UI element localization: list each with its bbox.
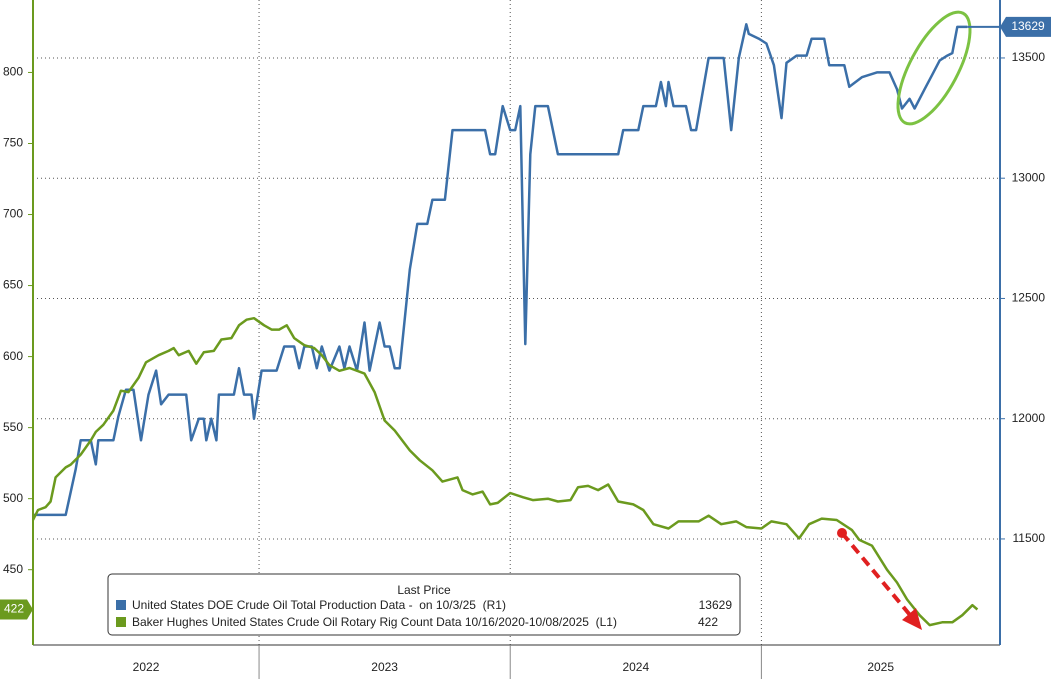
- y-tick-label: 550: [3, 420, 23, 434]
- y-tick-label: 800: [3, 65, 23, 79]
- x-tick-label: 2022: [133, 660, 160, 674]
- last-value-label: 13629: [1011, 19, 1045, 33]
- y2-tick-label: 11500: [1013, 531, 1046, 545]
- y2-tick-label: 12000: [1012, 411, 1046, 425]
- legend-box: [107, 573, 741, 636]
- last-value-tag: [0, 599, 33, 620]
- x-tick-label: 2023: [371, 660, 398, 674]
- legend-swatch: [116, 617, 126, 627]
- legend-value: 13629: [699, 598, 733, 612]
- legend-label: Baker Hughes United States Crude Oil Rot…: [132, 615, 617, 629]
- y-tick-label: 650: [3, 278, 23, 292]
- y-tick-label: 450: [3, 562, 23, 576]
- legend-swatch: [116, 600, 126, 610]
- y2-tick-label: 13000: [1012, 170, 1046, 184]
- x-tick-label: 2024: [622, 660, 649, 674]
- series-line: [33, 23, 968, 517]
- last-value-label: 422: [4, 602, 24, 616]
- legend: Last Price United States DOE Crude Oil T…: [107, 573, 741, 636]
- y-tick-label: 750: [3, 136, 23, 150]
- y-tick-label: 600: [3, 349, 23, 363]
- legend-title: Last Price: [397, 583, 451, 597]
- series-line: [31, 316, 979, 627]
- y2-tick-label: 13500: [1012, 50, 1046, 64]
- plot-lines: [31, 23, 979, 627]
- highlight-ellipse: [896, 10, 972, 126]
- x-tick-label: 2025: [867, 660, 894, 674]
- last-value-tag: [1000, 16, 1051, 37]
- y2-tick-label: 12500: [1012, 291, 1046, 305]
- legend-label: United States DOE Crude Oil Total Produc…: [132, 598, 506, 612]
- y-tick-label: 500: [3, 491, 23, 505]
- trend-arrow: [837, 528, 922, 630]
- y-tick-label: 700: [3, 207, 23, 221]
- legend-value: 422: [698, 615, 718, 629]
